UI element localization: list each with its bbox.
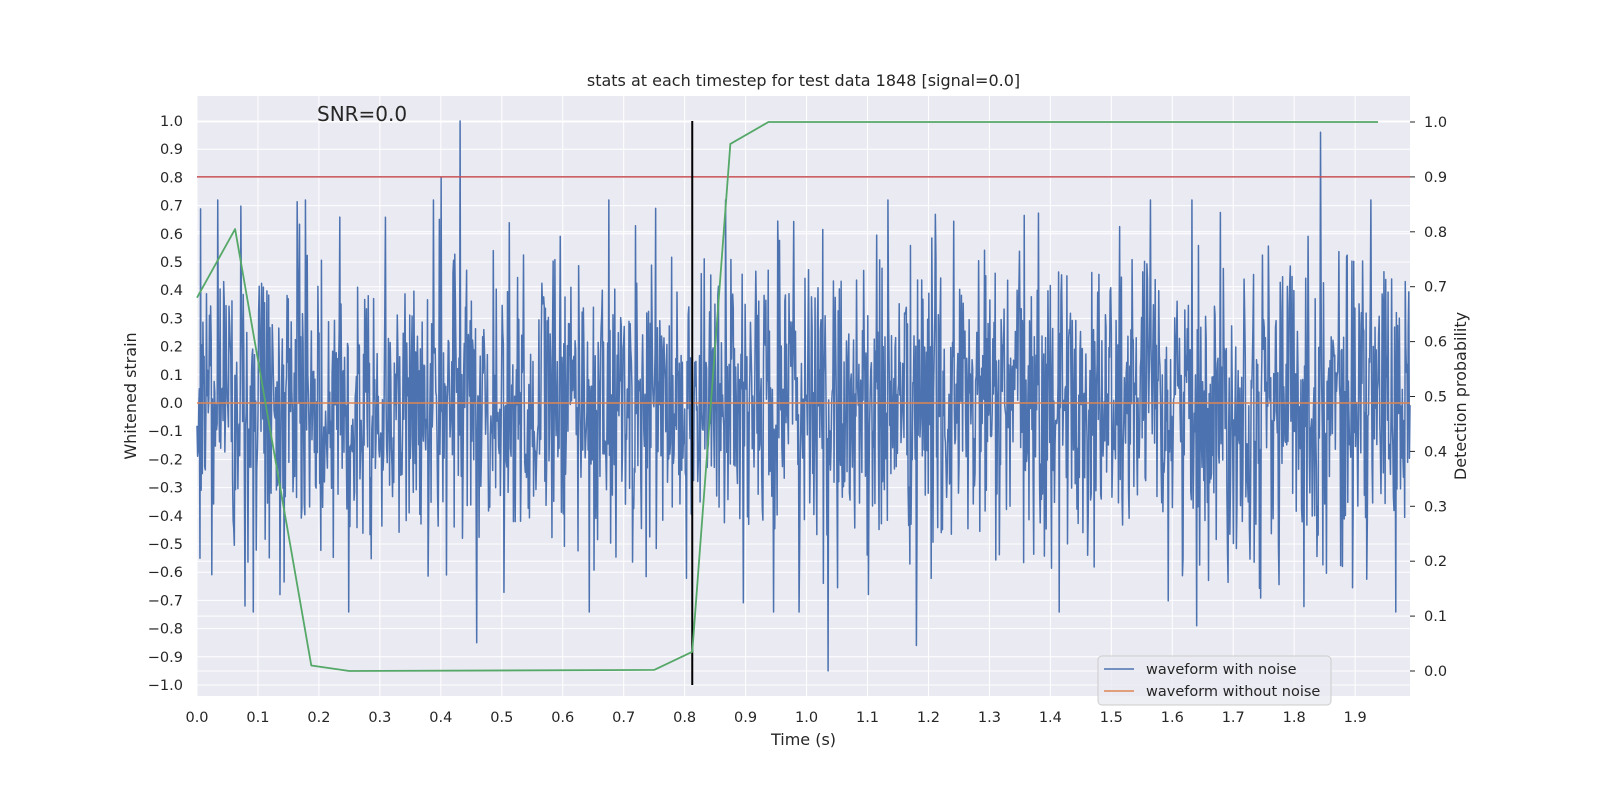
x-tick-label: 0.4 xyxy=(429,710,452,726)
x-tick-label: 1.1 xyxy=(856,710,879,726)
y2-tick-label: 0.4 xyxy=(1424,444,1447,460)
tick-labels: 0.0 0.1 0.2 0.3 0.4 0.5 0.6 0.7 0.8 0.9 1.0 1.1 1.2 1… xyxy=(148,114,1447,726)
x-tick-label: 1.7 xyxy=(1222,710,1245,726)
series-waveform-with-noise xyxy=(196,120,1411,672)
y-tick-label: 0.0 xyxy=(160,396,183,412)
y-tick-label: −0.7 xyxy=(148,593,183,609)
y-tick-label: −1.0 xyxy=(148,678,183,694)
x-tick-label: 0.0 xyxy=(185,710,208,726)
y-tick-label: 0.2 xyxy=(160,340,183,356)
y-tick-label: 0.9 xyxy=(160,142,183,158)
x-tick-label: 1.0 xyxy=(795,710,818,726)
y-tick-label: −0.4 xyxy=(148,509,183,525)
y-axis-label: Whitened strain xyxy=(121,332,140,459)
line-series-layer xyxy=(196,121,1410,685)
x-tick-label: 1.4 xyxy=(1039,710,1062,726)
x-tick-label: 0.2 xyxy=(307,710,330,726)
y-tick-label: 0.6 xyxy=(160,227,183,243)
x-tick-label: 1.8 xyxy=(1283,710,1306,726)
y2-tick-label: 0.7 xyxy=(1424,280,1447,296)
y2-axis-label: Detection probability xyxy=(1451,312,1470,480)
x-tick-label: 0.1 xyxy=(246,710,269,726)
y2-tick-label: 0.3 xyxy=(1424,499,1447,515)
x-tick-label: 1.5 xyxy=(1100,710,1123,726)
chart-title: stats at each timestep for test data 184… xyxy=(587,71,1020,90)
y2-tick-label: 0.9 xyxy=(1424,170,1447,186)
y-tick-label: 0.8 xyxy=(160,170,183,186)
y2-tick-label: 0.2 xyxy=(1424,554,1447,570)
y-tick-label: −0.3 xyxy=(148,481,183,497)
y-tick-label: 0.3 xyxy=(160,311,183,327)
y-tick-label: −0.2 xyxy=(148,452,183,468)
x-tick-label: 0.6 xyxy=(551,710,574,726)
legend-label-noise: waveform with noise xyxy=(1146,662,1297,678)
legend: waveform with noise waveform without noi… xyxy=(1097,655,1332,706)
x-tick-label: 0.7 xyxy=(612,710,635,726)
x-tick-label: 0.9 xyxy=(734,710,757,726)
y-tick-label: 0.4 xyxy=(160,283,183,299)
y-tick-label: 0.1 xyxy=(160,368,183,384)
y2-tick-label: 0.0 xyxy=(1424,664,1447,680)
y2-tick-label: 1.0 xyxy=(1424,115,1447,131)
y-tick-label: 1.0 xyxy=(160,114,183,130)
legend-box xyxy=(1097,655,1332,706)
x-tick-label: 1.3 xyxy=(978,710,1001,726)
x-axis-label: Time (s) xyxy=(770,730,836,749)
y2-tick-label: 0.6 xyxy=(1424,335,1447,351)
y2-tick-label: 0.1 xyxy=(1424,609,1447,625)
y-tick-label: −0.9 xyxy=(148,650,183,666)
y-tick-label: −0.8 xyxy=(148,622,183,638)
y2-tick-label: 0.5 xyxy=(1424,390,1447,406)
x-tick-label: 0.8 xyxy=(673,710,696,726)
y-tick-label: 0.5 xyxy=(160,255,183,271)
y-tick-label: 0.7 xyxy=(160,199,183,215)
y2-tick-label: 0.8 xyxy=(1424,225,1447,241)
y-tick-label: −0.6 xyxy=(148,565,183,581)
noise-series-layer xyxy=(196,120,1411,672)
y-tick-label: −0.5 xyxy=(148,537,183,553)
x-tick-label: 1.2 xyxy=(917,710,940,726)
series-detection-probability xyxy=(196,121,1378,672)
x-tick-label: 0.3 xyxy=(368,710,391,726)
x-tick-label: 1.6 xyxy=(1161,710,1184,726)
x-tick-label: 0.5 xyxy=(490,710,513,726)
legend-label-clean: waveform without noise xyxy=(1146,684,1320,700)
snr-annotation: SNR=0.0 xyxy=(317,102,407,126)
y-tick-label: −0.1 xyxy=(148,424,183,440)
x-tick-label: 1.9 xyxy=(1344,710,1367,726)
